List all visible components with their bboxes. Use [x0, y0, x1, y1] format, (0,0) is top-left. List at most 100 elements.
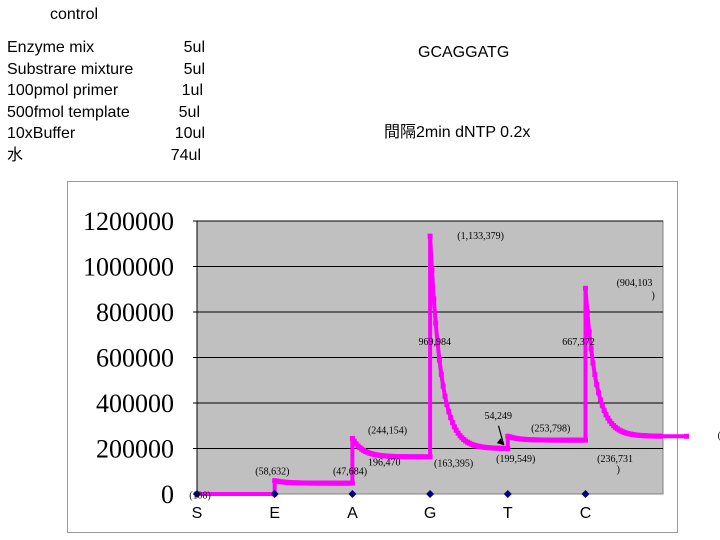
- value-annotation: (47,684): [333, 467, 367, 478]
- reagent-row: 500fmol template 5ul: [7, 102, 207, 124]
- signal-data-point: [453, 427, 459, 433]
- signal-data-point: [584, 309, 590, 315]
- signal-data-point: [588, 346, 594, 352]
- dispense-marker: [348, 490, 357, 498]
- signal-data-point: [427, 454, 433, 460]
- signal-data-point: [505, 446, 511, 452]
- signal-data-point: [586, 329, 592, 335]
- value-annotation: (199,549): [496, 454, 535, 465]
- signal-data-point: [349, 435, 355, 441]
- value-annotation: (163,395): [434, 459, 473, 470]
- value-annotation: (58,632): [255, 467, 289, 478]
- signal-data-point: [603, 412, 609, 418]
- reagent-row: 水 74ul: [7, 145, 207, 167]
- signal-data-point: [594, 382, 600, 388]
- y-tick-label: 200000: [96, 435, 174, 464]
- signal-data-point: [436, 357, 442, 363]
- x-tick-label: C: [580, 505, 592, 522]
- value-annotation: 969,984: [418, 337, 451, 348]
- signal-data-point: [597, 397, 603, 403]
- x-tick-label: G: [424, 505, 436, 522]
- signal-data-point: [590, 360, 596, 366]
- reagent-name: Enzyme mix: [7, 39, 95, 56]
- signal-data-point: [451, 424, 457, 430]
- value-annotation: (236,731: [597, 454, 633, 465]
- reagent-row: 100pmol primer 1ul: [7, 80, 207, 102]
- reagent-amount: 10ul: [174, 125, 205, 142]
- reagent-name: 水: [7, 146, 24, 164]
- signal-data-point: [446, 409, 452, 415]
- signal-data-point: [601, 408, 607, 414]
- dispense-marker: [270, 490, 279, 498]
- value-annotation: 54,249: [484, 411, 512, 422]
- reagent-amount: 5ul: [183, 39, 205, 56]
- value-annotation: (1,133,379): [457, 231, 504, 242]
- sequence-label: GCAGGATG: [418, 44, 510, 61]
- value-annotation: ): [652, 290, 655, 301]
- reagent-row: Substrare mixture 5ul: [7, 59, 207, 81]
- signal-data-point: [450, 420, 456, 426]
- reagent-amount: 5ul: [178, 103, 200, 121]
- signal-data-point: [583, 437, 588, 443]
- signal-data-point: [657, 433, 663, 439]
- y-tick-label: 400000: [96, 389, 174, 418]
- reagent-name: Substrare mixture: [7, 60, 134, 78]
- value-annotation: 667,372: [562, 337, 595, 348]
- signal-data-point: [424, 454, 430, 460]
- signal-data-point: [684, 433, 690, 439]
- value-annotation: (904,103: [617, 278, 653, 289]
- y-tick-label: 1000000: [83, 253, 174, 282]
- annotation-arrow: [497, 425, 505, 446]
- signal-data-point: [433, 320, 439, 326]
- value-annotation: (244,154): [368, 426, 407, 437]
- y-tick-label: 600000: [96, 344, 174, 373]
- signal-data-point: [583, 285, 588, 291]
- signal-data-point: [431, 296, 437, 302]
- signal-data-point: [429, 267, 435, 273]
- y-tick-label: 800000: [96, 298, 174, 327]
- signal-data-point: [349, 480, 355, 486]
- value-annotation: 196,470: [368, 458, 401, 469]
- chart-heading: control: [50, 6, 99, 23]
- value-annotation: (108): [189, 491, 211, 502]
- reagent-name: 100pmol primer: [7, 82, 119, 99]
- signal-data-point: [440, 383, 446, 389]
- y-tick-label: 1200000: [83, 207, 174, 236]
- x-tick-label: S: [192, 505, 203, 522]
- signal-data-point: [442, 393, 448, 399]
- signal-data-point: [599, 403, 605, 409]
- signal-data-point: [448, 415, 454, 421]
- reagent-row: 10xBuffer 10ul: [7, 123, 207, 145]
- condition-label: 間隔2min dNTP 0.2x: [384, 124, 531, 141]
- value-annotation: (253,619): [718, 430, 720, 441]
- arrow-head: [496, 438, 504, 446]
- dispense-marker: [503, 490, 512, 498]
- signal-data-point: [346, 480, 352, 486]
- signal-data-point: [580, 437, 585, 443]
- signal-data-point: [605, 415, 611, 421]
- signal-data-point: [502, 445, 508, 451]
- dispense-marker: [193, 490, 201, 498]
- dispense-marker: [581, 490, 590, 498]
- signal-data-point: [596, 390, 602, 396]
- value-annotation: ): [617, 464, 620, 475]
- reagent-amount: 5ul: [183, 60, 205, 78]
- signal-data-point: [444, 402, 450, 408]
- x-tick-label: A: [347, 505, 358, 522]
- signal-data-point: [438, 371, 444, 377]
- x-tick-label: T: [503, 505, 513, 522]
- reagent-amount: 1ul: [181, 82, 203, 99]
- reagent-list: Enzyme mix 5ul Substrare mixture 5ul 100…: [7, 37, 207, 166]
- reagent-row: Enzyme mix 5ul: [7, 37, 207, 59]
- signal-data-point: [427, 233, 433, 239]
- reagent-name: 500fmol template: [7, 103, 130, 121]
- reagent-amount: 74ul: [170, 146, 201, 164]
- value-annotation: (253,798): [531, 423, 570, 434]
- y-tick-label: 0: [161, 480, 174, 509]
- reagent-name: 10xBuffer: [7, 125, 76, 142]
- dispense-marker: [426, 490, 435, 498]
- x-tick-label: E: [269, 505, 280, 522]
- signal-data-point: [435, 340, 441, 346]
- signal-data-point: [592, 372, 598, 378]
